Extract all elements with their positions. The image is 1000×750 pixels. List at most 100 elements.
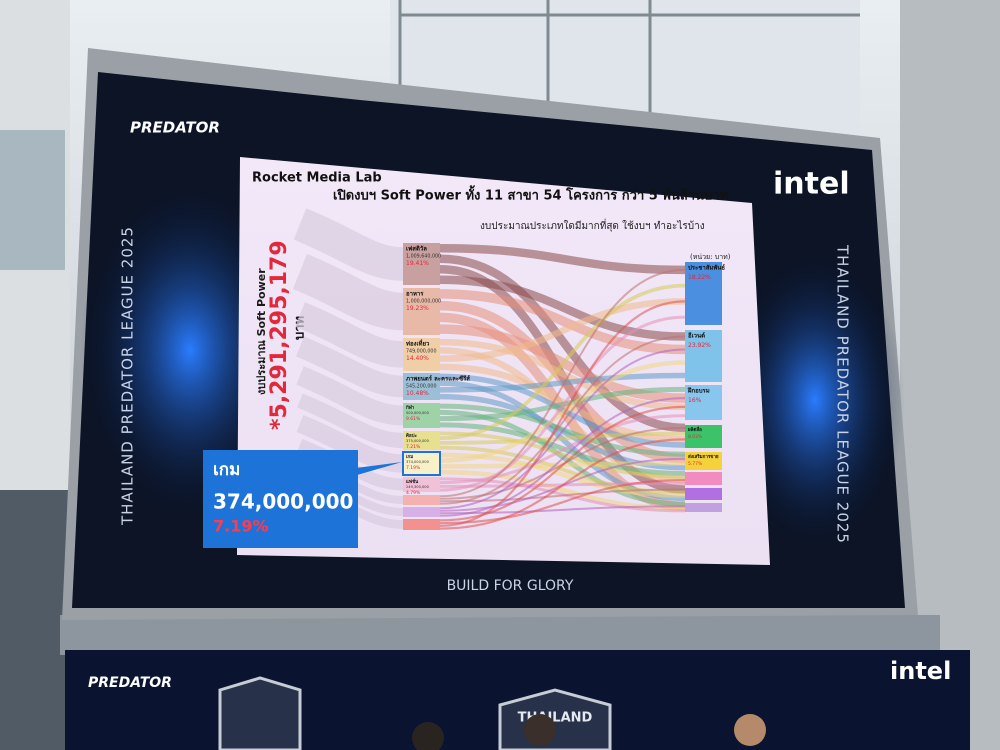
node-amount: 1,009,640,000 xyxy=(406,254,441,260)
person xyxy=(412,722,444,750)
node-share: 18.22% xyxy=(688,274,711,281)
node-label: ประชาสัมพันธ์ xyxy=(688,264,725,272)
node-amount: 749,000,000 xyxy=(406,349,437,355)
node-share: 16% xyxy=(688,397,702,404)
node-share: 5.77% xyxy=(688,461,703,467)
node-label: ท่องเที่ยว xyxy=(406,339,430,348)
window xyxy=(0,490,70,750)
node-share: 23.92% xyxy=(688,342,711,349)
window xyxy=(0,130,65,270)
node-label: ผลิตสื่อ xyxy=(688,426,702,433)
node-label: ศิลปะ xyxy=(406,432,418,439)
badge xyxy=(218,676,302,750)
source: Rocket Media Lab xyxy=(252,171,382,186)
flow xyxy=(439,244,686,275)
node-label: อีเวนต์ xyxy=(688,332,706,340)
budget-label: งบประมาณ Soft Power xyxy=(255,268,268,395)
flow xyxy=(439,348,686,510)
flow xyxy=(439,438,686,530)
right-node xyxy=(685,472,722,485)
side-text: THAILAND PREDATOR LEAGUE 2025 xyxy=(834,244,852,544)
brand: intel xyxy=(773,167,850,202)
flow xyxy=(439,298,686,362)
flow xyxy=(295,302,404,368)
left-node xyxy=(403,519,440,530)
glow xyxy=(725,250,905,550)
node-label: เกม xyxy=(406,454,413,460)
node-label: ภาพยนตร์ ละครและซีรีส์ xyxy=(406,375,470,383)
node-amount: 249,300,000 xyxy=(406,485,430,489)
node-share: 19.41% xyxy=(406,260,429,267)
flow xyxy=(439,300,686,527)
left-node xyxy=(403,373,440,400)
left-node xyxy=(402,451,441,476)
flow xyxy=(439,275,686,341)
flow xyxy=(292,254,404,331)
flow xyxy=(439,505,686,515)
node-share: 8.03% xyxy=(688,434,703,440)
callout-amount: 374,000,000 xyxy=(213,490,353,514)
unit-note: (หน่วย: บาท) xyxy=(690,253,731,261)
callout xyxy=(203,450,358,548)
callout-pointer xyxy=(340,462,402,480)
node-share: 7.21% xyxy=(406,444,421,450)
wall xyxy=(60,615,940,655)
brand: intel xyxy=(890,657,951,685)
flow xyxy=(439,289,686,355)
person xyxy=(524,714,556,746)
flow xyxy=(439,479,686,525)
right-node xyxy=(685,385,722,420)
slide-subtitle: งบประมาณประเภทใดมีมากที่สุด ใช้งบฯ ทำอะไ… xyxy=(480,218,705,232)
slide-title: เปิดงบฯ Soft Power ทั้ง 11 สาขา 54 โครงก… xyxy=(333,185,728,204)
right-node xyxy=(685,452,722,470)
node-share: 7.19% xyxy=(406,465,421,471)
flow xyxy=(439,283,686,441)
flow xyxy=(439,431,686,479)
node-share: 9.61% xyxy=(406,416,421,422)
flow xyxy=(439,414,686,485)
flow xyxy=(439,397,686,517)
right-node xyxy=(685,425,722,448)
node-share: 4.79% xyxy=(406,490,421,496)
left-node xyxy=(403,507,440,517)
node-share: 19.23% xyxy=(406,305,429,312)
node-share: 10.48% xyxy=(406,390,429,397)
node-label: กีฬา xyxy=(406,404,415,411)
right-node xyxy=(685,262,722,325)
node-label: เฟสติวัล xyxy=(406,245,427,253)
flow xyxy=(439,315,686,492)
person xyxy=(734,714,766,746)
left-node xyxy=(403,431,440,450)
left-node xyxy=(403,243,440,285)
left-node xyxy=(403,495,440,505)
node-amount: 500,000,000 xyxy=(406,411,430,415)
side-text: THAILAND PREDATOR LEAGUE 2025 xyxy=(119,226,137,526)
node-label: แฟชั่น xyxy=(406,478,419,485)
flow xyxy=(439,335,686,505)
callout-share: 7.19% xyxy=(213,517,269,536)
callout-label: เกม xyxy=(213,460,240,480)
node-share: 14.40% xyxy=(406,355,429,362)
flow xyxy=(439,268,686,498)
right-node xyxy=(685,330,722,382)
left-node xyxy=(403,338,440,371)
node-label: อาหาร xyxy=(406,291,424,298)
budget-total: *5,291,295,179 xyxy=(267,240,292,430)
right-node xyxy=(685,488,722,500)
right-node xyxy=(685,503,722,512)
node-label: ฝึกอบรม xyxy=(687,387,710,395)
flow xyxy=(297,393,404,449)
flow xyxy=(293,208,404,281)
brand: PREDATOR xyxy=(88,675,172,691)
left-node xyxy=(403,288,440,335)
node-amount: 1,000,000,000 xyxy=(406,299,441,305)
left-node xyxy=(403,403,440,428)
node-amount: 374,000,000 xyxy=(406,460,430,464)
tagline: BUILD FOR GLORY xyxy=(447,578,574,594)
node-label: ส่งเสริมการขาย xyxy=(688,453,719,460)
left-node xyxy=(403,477,440,492)
node-amount: 375,000,000 xyxy=(406,439,430,443)
brand: PREDATOR xyxy=(130,119,220,137)
